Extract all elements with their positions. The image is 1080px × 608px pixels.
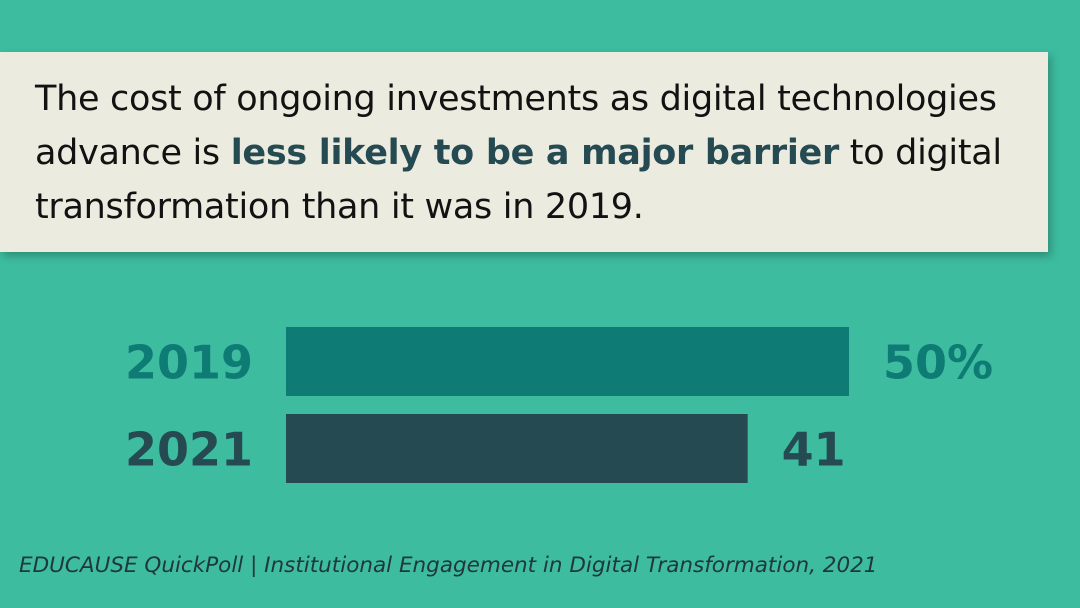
category-label-2019: 2019 xyxy=(125,336,253,390)
bar-2021 xyxy=(286,414,748,483)
source-citation: EDUCAUSE QuickPoll | Institutional Engag… xyxy=(19,553,878,578)
headline-part-2: to digital transformation than it was in… xyxy=(35,133,1002,227)
headline-part-1: The cost of ongoing investments as digit… xyxy=(35,79,997,173)
headline-highlight: less likely to be a major barrier xyxy=(230,133,840,173)
category-label-2021: 2021 xyxy=(125,423,253,477)
value-label-2021: 41 xyxy=(782,423,846,477)
headline-text: The cost of ongoing investments as digit… xyxy=(35,72,1035,234)
headline-banner xyxy=(0,52,1048,252)
value-label-2019: 50% xyxy=(883,336,993,390)
bar-2019 xyxy=(286,327,849,396)
